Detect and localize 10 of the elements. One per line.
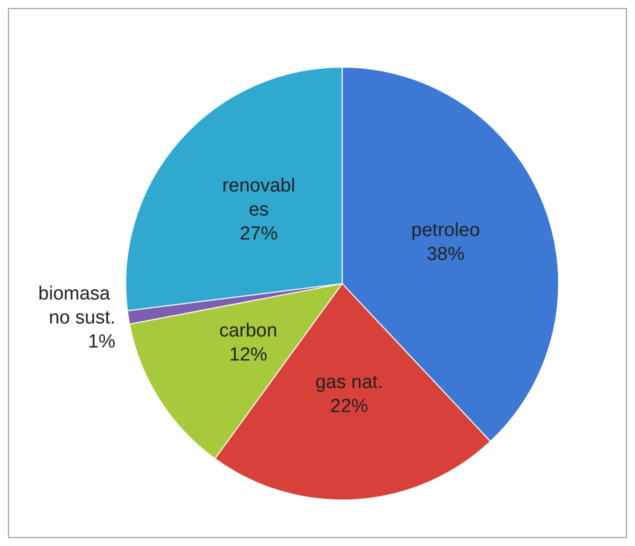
slice-label: biomasa no sust. [38, 284, 116, 329]
slice-label: gas nat. [315, 372, 383, 394]
slice-label: renovables [222, 175, 296, 220]
data-label: 12% [229, 344, 268, 366]
data-label: 38% [426, 244, 465, 266]
data-label: 1% [88, 332, 116, 353]
slice-label: carbon [219, 320, 278, 342]
data-label: 27% [240, 223, 278, 244]
data-label: 22% [330, 396, 368, 418]
slice-label: petroleo [411, 220, 480, 242]
